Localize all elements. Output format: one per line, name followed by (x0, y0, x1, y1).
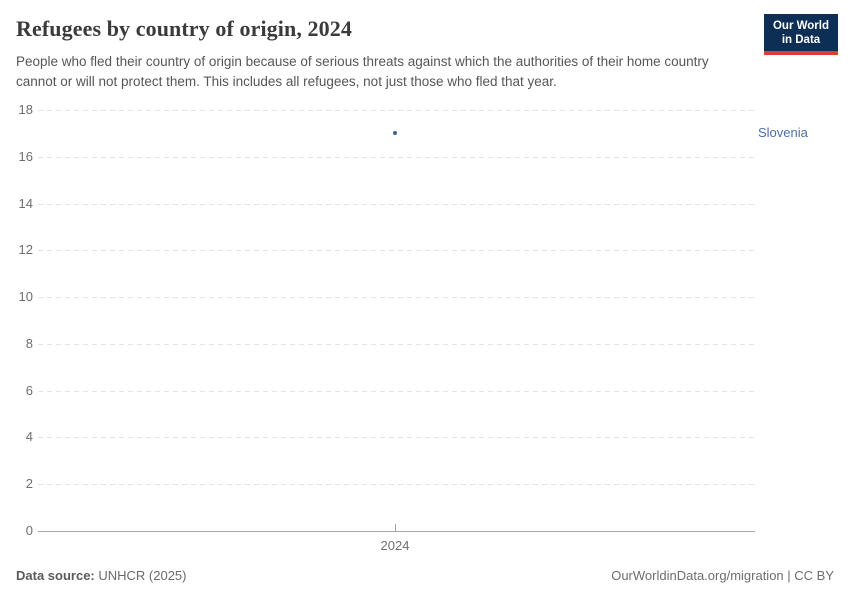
y-gridline (38, 110, 755, 111)
y-gridline (38, 484, 755, 486)
owid-logo: Our World in Data (764, 14, 838, 55)
owid-logo-line2: in Data (781, 34, 821, 46)
x-axis-line (38, 531, 755, 532)
data-source-label: Data source: (16, 568, 95, 583)
license-note: OurWorldinData.org/migration | CC BY (611, 568, 834, 583)
data-source-value: UNHCR (2025) (94, 568, 187, 583)
y-tick-label: 4 (25, 429, 33, 445)
data-source: Data source: UNHCR (2025) (16, 568, 187, 583)
y-tick-label: 6 (25, 382, 33, 398)
y-gridline (38, 390, 755, 392)
y-tick-label: 16 (18, 148, 33, 164)
y-gridline (38, 156, 755, 158)
y-tick-label: 12 (18, 242, 33, 258)
chart-title: Refugees by country of origin, 2024 (16, 16, 352, 41)
y-gridline (38, 343, 755, 345)
y-gridline (38, 203, 755, 205)
data-point-slovenia[interactable] (393, 131, 397, 136)
y-tick-label: 8 (25, 335, 33, 351)
entity-label-slovenia[interactable]: Slovenia (758, 125, 808, 141)
x-tick-label: 2024 (380, 538, 410, 553)
y-gridline (38, 297, 755, 299)
y-gridline (38, 437, 755, 439)
y-tick-label: 10 (18, 289, 33, 305)
y-tick-label: 14 (18, 195, 33, 211)
y-tick-label: 2 (25, 476, 33, 492)
owid-logo-line1: Our World (772, 20, 829, 32)
chart-subtitle: People who fled their country of origin … (16, 54, 709, 89)
y-tick-label: 0 (25, 523, 33, 538)
y-gridline (38, 250, 755, 252)
x-tick-mark (394, 524, 396, 531)
y-tick-label: 18 (18, 102, 33, 117)
